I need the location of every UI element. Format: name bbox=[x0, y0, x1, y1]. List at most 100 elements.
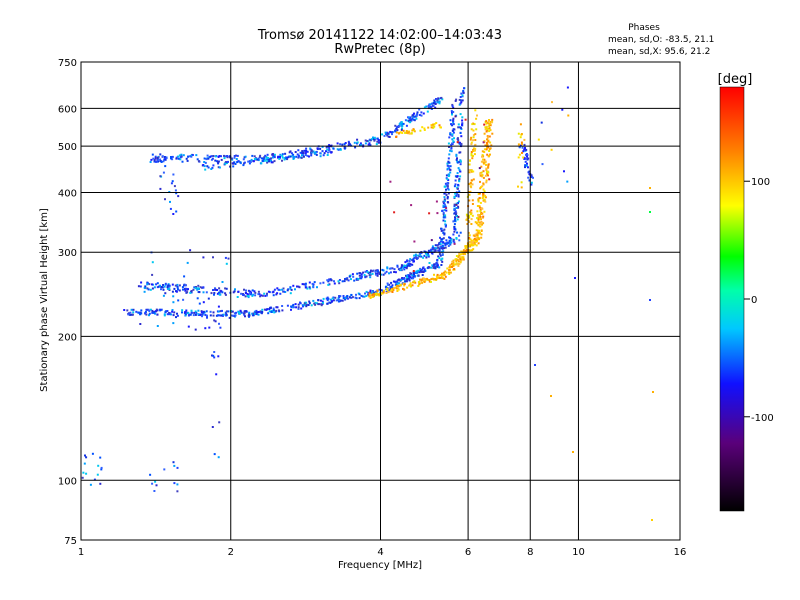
data-point bbox=[169, 200, 171, 203]
data-point bbox=[272, 290, 275, 293]
data-point bbox=[224, 293, 227, 296]
data-point bbox=[480, 160, 483, 163]
data-point bbox=[460, 92, 463, 95]
data-point bbox=[391, 291, 394, 293]
data-point bbox=[378, 141, 381, 144]
data-point bbox=[351, 273, 354, 276]
data-point bbox=[491, 118, 494, 121]
data-point bbox=[470, 151, 473, 153]
data-point bbox=[394, 271, 397, 274]
data-point bbox=[482, 176, 485, 179]
data-point bbox=[435, 122, 438, 124]
data-point bbox=[356, 272, 359, 275]
data-point bbox=[442, 231, 445, 234]
data-point bbox=[485, 167, 488, 170]
data-point bbox=[233, 156, 236, 159]
data-point bbox=[447, 173, 450, 176]
data-point bbox=[445, 184, 448, 187]
y-tick-label: 75 bbox=[64, 536, 77, 547]
data-point bbox=[178, 289, 181, 292]
data-point bbox=[457, 195, 460, 198]
data-point bbox=[304, 282, 307, 285]
data-point bbox=[440, 227, 443, 230]
data-point bbox=[485, 170, 488, 173]
data-point bbox=[139, 285, 142, 288]
data-point bbox=[430, 278, 433, 281]
data-point bbox=[487, 146, 490, 149]
data-point bbox=[473, 153, 476, 156]
phase-box-title: Phases bbox=[628, 23, 660, 33]
data-point bbox=[443, 196, 446, 199]
data-point bbox=[207, 157, 210, 160]
data-point bbox=[260, 157, 263, 160]
data-point bbox=[436, 262, 439, 265]
data-point bbox=[319, 299, 322, 302]
data-point bbox=[651, 519, 653, 521]
data-point bbox=[465, 213, 468, 216]
data-point bbox=[421, 126, 424, 129]
data-point bbox=[290, 308, 292, 311]
data-point bbox=[403, 283, 406, 286]
data-point bbox=[281, 159, 283, 162]
data-point bbox=[443, 271, 446, 274]
data-point bbox=[488, 125, 491, 128]
data-point bbox=[281, 154, 284, 157]
data-point bbox=[448, 242, 451, 245]
data-point bbox=[261, 294, 264, 297]
data-point bbox=[317, 303, 320, 306]
data-point bbox=[453, 203, 456, 206]
data-point bbox=[444, 223, 447, 226]
data-point bbox=[172, 314, 175, 317]
data-point bbox=[397, 125, 400, 128]
data-point bbox=[433, 125, 436, 128]
data-point bbox=[418, 108, 421, 111]
data-point bbox=[218, 293, 221, 296]
data-point bbox=[414, 281, 417, 284]
data-point bbox=[465, 246, 468, 249]
data-point bbox=[406, 286, 409, 289]
data-point bbox=[455, 260, 458, 262]
data-point bbox=[404, 264, 407, 267]
data-point bbox=[427, 251, 430, 254]
data-point bbox=[456, 187, 459, 190]
data-point bbox=[420, 111, 423, 114]
data-point bbox=[156, 157, 159, 159]
data-point bbox=[181, 309, 184, 312]
data-point bbox=[156, 282, 159, 285]
data-point bbox=[460, 142, 463, 145]
data-point bbox=[328, 283, 331, 286]
data-point bbox=[393, 286, 396, 289]
data-point bbox=[402, 287, 404, 290]
data-point bbox=[434, 247, 437, 250]
data-point bbox=[310, 150, 313, 153]
data-point bbox=[452, 131, 455, 134]
data-point bbox=[431, 264, 434, 267]
data-point bbox=[386, 282, 389, 285]
data-point bbox=[390, 281, 393, 284]
data-point bbox=[461, 257, 464, 260]
data-point bbox=[433, 101, 436, 103]
data-point bbox=[149, 473, 152, 476]
data-point bbox=[484, 144, 487, 147]
data-point bbox=[406, 274, 409, 277]
data-point bbox=[370, 269, 372, 272]
data-point bbox=[470, 154, 473, 157]
data-point bbox=[365, 270, 368, 272]
data-point bbox=[299, 301, 301, 304]
data-point bbox=[234, 288, 236, 291]
data-point bbox=[474, 243, 477, 246]
data-point bbox=[367, 272, 370, 274]
data-point bbox=[290, 288, 293, 291]
data-point bbox=[172, 173, 175, 176]
data-point bbox=[438, 100, 441, 103]
data-point bbox=[359, 272, 362, 275]
data-point bbox=[227, 257, 230, 260]
data-point bbox=[265, 294, 268, 297]
data-point bbox=[479, 214, 481, 216]
data-point bbox=[240, 311, 243, 314]
data-point bbox=[327, 280, 330, 283]
data-point bbox=[292, 158, 295, 160]
data-point bbox=[477, 213, 480, 216]
data-point bbox=[382, 269, 385, 272]
data-point bbox=[487, 166, 490, 169]
